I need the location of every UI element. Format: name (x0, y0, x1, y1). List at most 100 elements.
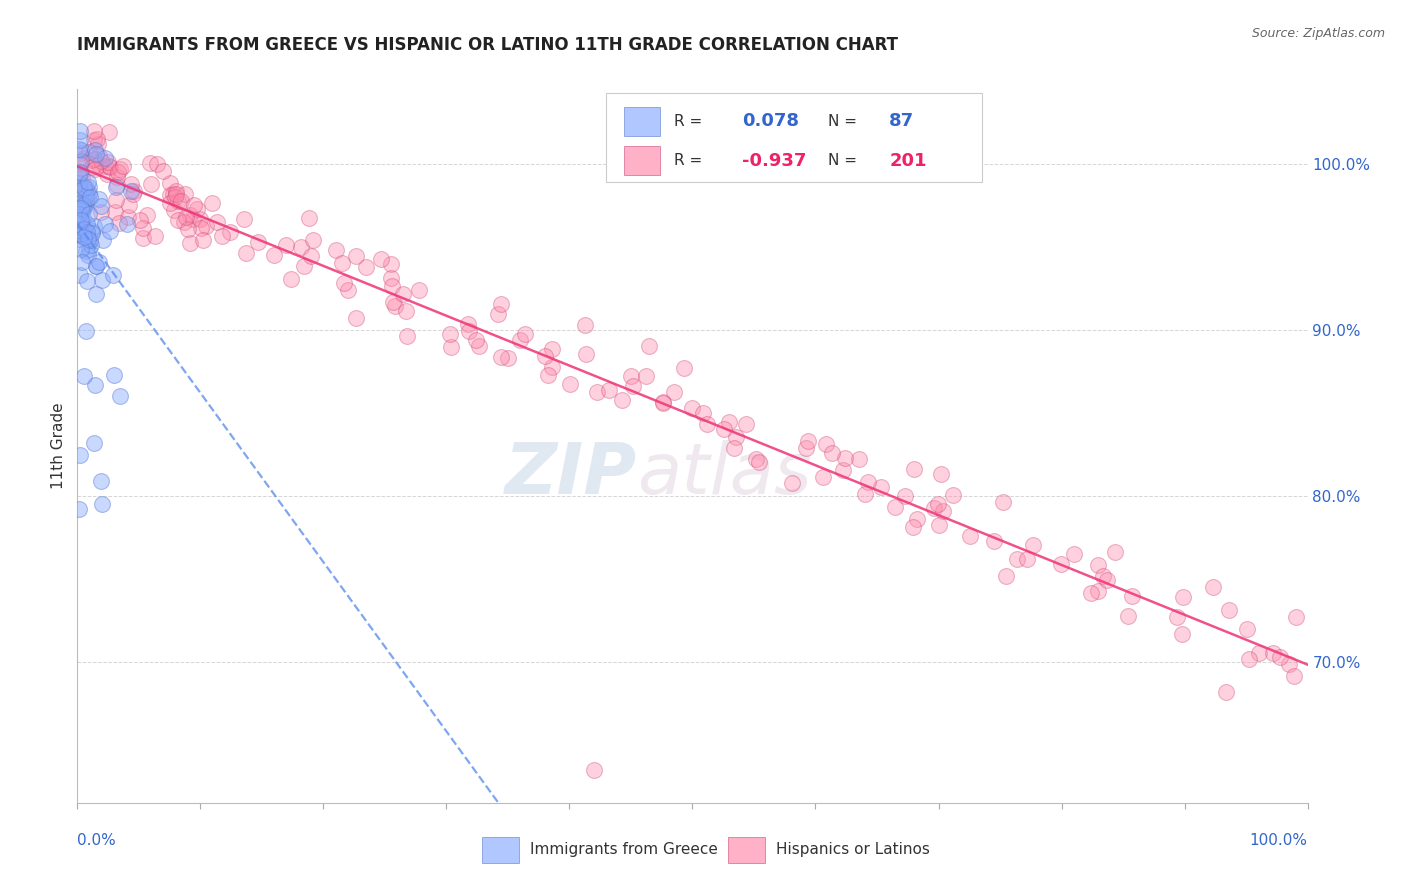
Point (118, 198, 141, 212)
Point (1202, 580, 1225, 594)
Point (90, 497, 112, 511)
Point (73, 179, 96, 194)
Point (72, 211, 94, 225)
Point (73, 230, 96, 244)
Point (72, 197, 94, 211)
Point (87, 149, 110, 163)
Point (76, 274, 98, 288)
Point (344, 249, 367, 263)
Point (391, 287, 413, 301)
FancyBboxPatch shape (624, 107, 661, 136)
Point (73, 368, 96, 383)
Point (84, 260, 107, 274)
Point (179, 209, 201, 223)
Point (159, 188, 181, 202)
Point (333, 277, 356, 291)
Point (132, 231, 155, 245)
Point (692, 406, 714, 420)
Point (620, 369, 643, 384)
Point (82, 227, 104, 241)
Point (69, 210, 91, 224)
Point (858, 475, 880, 489)
Point (97, 155, 120, 169)
Text: ZIP: ZIP (505, 440, 637, 509)
Point (1236, 622, 1258, 636)
Point (233, 212, 256, 227)
Point (69, 154, 91, 169)
Point (457, 317, 479, 331)
Point (132, 221, 155, 235)
FancyBboxPatch shape (606, 93, 981, 182)
Point (1166, 610, 1188, 624)
Point (77, 180, 100, 194)
Point (67, 502, 90, 516)
Point (77, 207, 100, 221)
Point (90, 198, 112, 212)
Point (76, 229, 98, 244)
Point (294, 259, 316, 273)
Point (80, 238, 103, 252)
Point (662, 384, 685, 399)
Point (69, 165, 91, 179)
Point (682, 401, 704, 416)
Point (167, 213, 190, 227)
Point (69, 225, 91, 239)
Point (280, 272, 302, 286)
Point (370, 252, 392, 266)
Point (70, 192, 93, 206)
Text: IMMIGRANTS FROM GREECE VS HISPANIC OR LATINO 11TH GRADE CORRELATION CHART: IMMIGRANTS FROM GREECE VS HISPANIC OR LA… (77, 36, 898, 54)
Point (122, 186, 145, 201)
Point (108, 216, 131, 230)
Y-axis label: 11th Grade: 11th Grade (51, 402, 66, 490)
Point (541, 343, 564, 357)
Point (98, 160, 121, 174)
Point (1063, 547, 1085, 561)
Point (67, 228, 90, 243)
Point (90, 154, 112, 169)
Point (79, 233, 101, 247)
Point (70, 144, 93, 158)
Point (70, 227, 93, 241)
Point (93, 217, 115, 231)
Point (67, 176, 90, 190)
Point (337, 283, 360, 297)
Point (76, 191, 98, 205)
Point (86, 137, 108, 152)
Point (94, 159, 117, 173)
Point (1116, 609, 1139, 624)
Point (73, 151, 96, 165)
Point (162, 186, 184, 201)
Point (94, 151, 117, 165)
Point (1285, 610, 1308, 624)
Point (509, 333, 531, 347)
Point (83, 133, 105, 147)
Point (1005, 551, 1028, 566)
Point (98, 224, 121, 238)
Point (69, 133, 91, 147)
Point (533, 349, 555, 363)
Point (174, 186, 197, 201)
Text: 0.0%: 0.0% (77, 832, 117, 847)
Point (541, 359, 564, 374)
Point (76, 248, 98, 262)
Point (70, 212, 93, 227)
Point (72, 200, 94, 214)
Point (75, 180, 97, 194)
Point (174, 211, 197, 225)
Point (439, 327, 461, 342)
Point (69, 268, 91, 282)
Point (83, 124, 105, 138)
Point (67, 170, 90, 185)
Point (104, 205, 127, 219)
Point (853, 487, 876, 501)
Point (724, 430, 747, 444)
Point (1087, 584, 1109, 599)
Point (108, 161, 131, 176)
Point (82, 224, 104, 238)
Point (903, 462, 925, 476)
Point (491, 297, 513, 311)
Point (69, 214, 91, 228)
Point (928, 518, 950, 533)
Point (1091, 568, 1114, 582)
Point (70, 224, 93, 238)
